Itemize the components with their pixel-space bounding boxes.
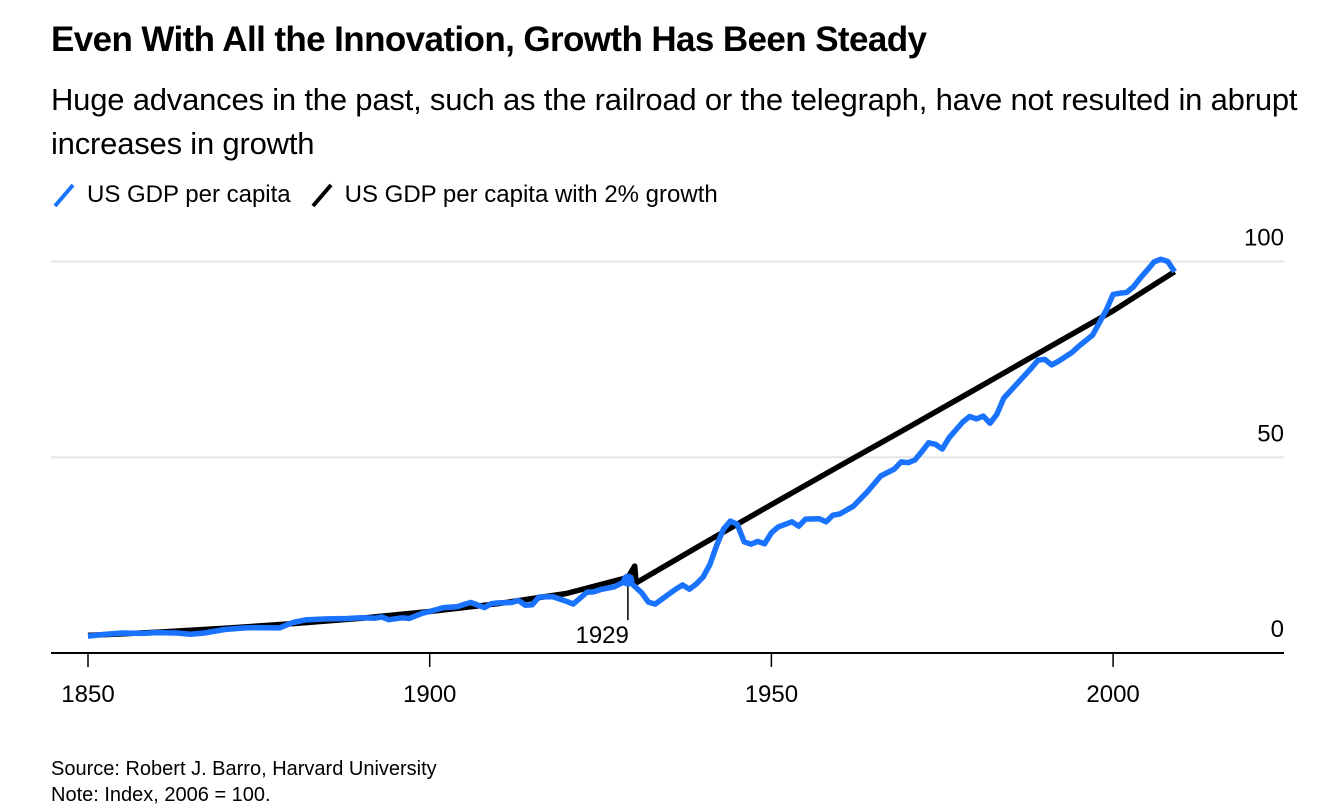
x-tick-label-1850: 1850	[61, 681, 114, 708]
legend-swatch-2pct	[311, 183, 333, 208]
footer: Source: Robert J. Barro, Harvard Univers…	[51, 756, 437, 808]
series-line-gdp-per-capita	[87, 256, 1177, 639]
y-tick-label-50: 50	[1257, 420, 1284, 447]
index-note: Note: Index, 2006 = 100.	[51, 784, 271, 806]
y-axis-labels: 0 50 100	[1244, 225, 1284, 644]
x-axis: 1850 1900 1950 2000	[51, 652, 1284, 708]
diagonal-line-icon	[311, 183, 333, 208]
chart-title: Even With All the Innovation, Growth Has…	[51, 20, 927, 59]
legend-item-2pct: US GDP per capita with 2% growth	[309, 180, 718, 210]
annotation-dot-1929	[621, 573, 635, 587]
y-tick-label-0: 0	[1271, 616, 1284, 643]
annotations: 1929	[575, 573, 635, 649]
legend-label-gdp: US GDP per capita	[87, 181, 291, 208]
annotation-label-1929: 1929	[575, 622, 628, 649]
legend-swatch-gdp	[53, 183, 75, 208]
diagonal-line-icon	[53, 183, 75, 208]
legend-item-gdp: US GDP per capita	[51, 180, 291, 210]
source-note: Source: Robert J. Barro, Harvard Univers…	[51, 758, 437, 780]
chart-subtitle: Huge advances in the past, such as the r…	[51, 82, 1298, 161]
series-lines	[87, 256, 1177, 639]
legend-label-2pct: US GDP per capita with 2% growth	[344, 181, 718, 208]
gridlines	[51, 260, 1284, 459]
x-tick-label-1900: 1900	[403, 681, 456, 708]
x-tick-label-1950: 1950	[745, 681, 798, 708]
y-tick-label-100: 100	[1244, 225, 1284, 252]
legend: US GDP per capita US GDP per capita with…	[51, 178, 736, 212]
x-tick-label-2000: 2000	[1086, 681, 1139, 708]
